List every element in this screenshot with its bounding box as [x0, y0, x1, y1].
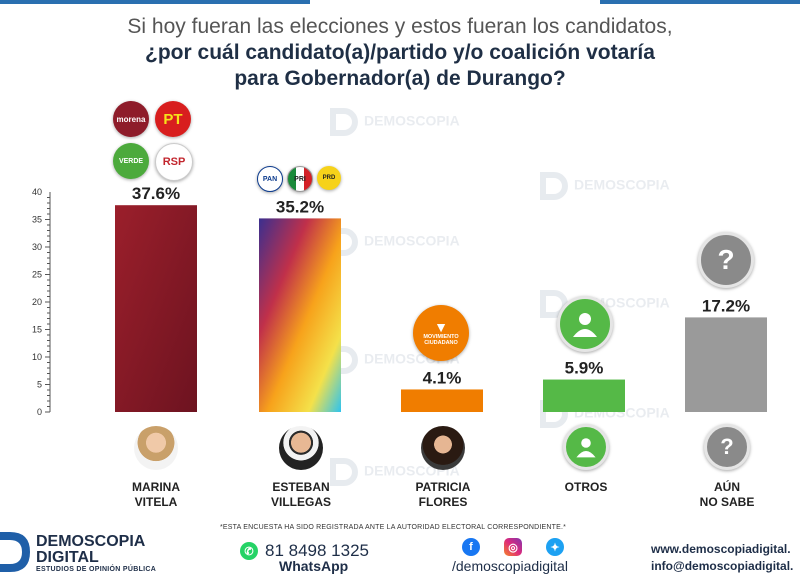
top-accent-bar-right	[600, 0, 800, 4]
top-accent-bar-left	[0, 0, 310, 4]
bar-1	[259, 218, 341, 412]
prd-logo-icon: PRD	[317, 166, 341, 190]
chart-title: Si hoy fueran las elecciones y estos fue…	[40, 14, 760, 92]
pri-logo-icon: PRI	[287, 166, 313, 192]
title-line-3: para Gobernador(a) de Durango?	[234, 67, 566, 90]
user-silhouette-icon	[576, 438, 596, 458]
candidate-name: OTROS	[526, 480, 646, 495]
candidate-name-line2: VILLEGAS	[270, 495, 331, 509]
mc-logo-line2: CIUDADANO	[424, 340, 458, 346]
morena-logo-icon: morena	[113, 101, 149, 137]
y-tick-label: 0	[37, 407, 42, 417]
instagram-icon[interactable]: ◎	[504, 538, 522, 556]
watermark-text: DEMOSCOPIA	[364, 112, 460, 129]
bar-value-label: 4.1%	[423, 368, 462, 387]
question-icon: ?	[704, 424, 750, 470]
question-icon: ?	[698, 232, 754, 288]
y-tick-label: 15	[32, 325, 42, 335]
watermark-d-icon	[540, 172, 568, 200]
candidate-name: ESTEBAN VILLEGAS	[241, 480, 361, 510]
whatsapp-label: WhatsApp	[279, 558, 349, 574]
y-tick-label: 5	[37, 380, 42, 390]
candidate-name-line2: FLORES	[418, 495, 468, 509]
footer-brand-line1: DEMOSCOPIA	[36, 533, 146, 550]
candidate-name: AÚN NO SABE	[667, 480, 787, 510]
bar-3	[543, 379, 625, 412]
bar-value-label: 17.2%	[702, 296, 750, 315]
candidate-name-line2: VITELA	[134, 495, 178, 509]
candidate-photo-patricia-flores	[421, 426, 465, 470]
rsp-logo-label: RSP	[162, 156, 186, 168]
footer-brand-subtitle: ESTUDIOS DE OPINIÓN PÚBLICA	[36, 566, 157, 573]
candidate-name-line1: AÚN	[714, 480, 740, 494]
candidate-photo-marina-vitela	[134, 426, 178, 470]
watermark: DEMOSCOPIA	[540, 172, 670, 200]
footer-brand-line2: DIGITAL	[36, 549, 99, 566]
y-tick-label: 30	[32, 242, 42, 252]
y-tick-label: 10	[32, 352, 42, 362]
bar-value-label: 35.2%	[276, 197, 324, 216]
y-axis: 0 5 10 15 20 25 30 35 40	[32, 187, 51, 417]
candidate-photo-esteban-villegas	[279, 426, 323, 470]
brand-d-logo-icon	[0, 532, 30, 572]
candidate-name: MARINA VITELA	[96, 480, 216, 510]
bar-0	[115, 205, 197, 412]
candidate-name-line2: NO SABE	[699, 495, 755, 509]
disclaimer-text: *ESTA ENCUESTA HA SIDO REGISTRADA ANTE L…	[220, 524, 567, 531]
eagle-icon: ▼	[434, 319, 448, 335]
user-silhouette-icon	[573, 313, 597, 337]
candidate-name-line1: ESTEBAN	[272, 480, 330, 494]
facebook-icon[interactable]: f	[462, 538, 480, 556]
footer-brand: DEMOSCOPIA DIGITAL	[36, 534, 145, 566]
y-tick-label: 40	[32, 187, 42, 197]
phone-number[interactable]: 81 8498 1325	[265, 541, 369, 560]
candidate-name-line1: PATRICIA	[415, 480, 471, 494]
website-link[interactable]: www.demoscopiadigital.	[651, 542, 791, 556]
verde-logo-label: VERDE	[118, 157, 144, 165]
candidate-name-line1: MARINA	[132, 480, 180, 494]
prd-logo-label: PRD	[322, 175, 336, 181]
mc-logo-line1: MOVIMIENTO	[423, 334, 459, 340]
bar-value-label: 5.9%	[565, 359, 604, 378]
pan-logo-icon: PAN	[257, 166, 283, 192]
pt-logo-icon: PT	[155, 101, 191, 137]
bar-2	[401, 389, 483, 412]
y-tick-label: 35	[32, 215, 42, 225]
verde-logo-icon: VERDE	[113, 143, 149, 179]
bar-4	[685, 317, 767, 412]
candidate-name: PATRICIA FLORES	[383, 480, 503, 510]
morena-logo-label: morena	[116, 114, 146, 124]
title-line-1: Si hoy fueran las elecciones y estos fue…	[127, 15, 673, 38]
title-line-2: ¿por cuál candidato(a)/partido y/o coali…	[145, 41, 655, 64]
y-tick-label: 25	[32, 270, 42, 280]
movimiento-ciudadano-logo-icon: ▼ MOVIMIENTO CIUDADANO	[413, 305, 469, 361]
user-icon	[563, 424, 609, 470]
watermark-text: DEMOSCOPIA	[364, 232, 460, 249]
watermark: DEMOSCOPIA	[330, 108, 460, 136]
whatsapp-icon[interactable]: ✆	[240, 542, 258, 560]
watermark-d-icon	[330, 108, 358, 136]
pt-logo-label: PT	[163, 110, 183, 128]
bar-value-label: 37.6%	[132, 184, 180, 203]
email-link[interactable]: info@demoscopiadigital.	[651, 559, 794, 573]
pri-logo-label: PRI	[294, 175, 306, 183]
candidate-name-line1: OTROS	[564, 480, 608, 494]
watermark-d-icon	[330, 458, 358, 486]
social-handle[interactable]: /demoscopiadigital	[452, 558, 568, 574]
twitter-icon[interactable]: ✦	[546, 538, 564, 556]
pan-logo-label: PAN	[262, 175, 278, 183]
y-tick-label: 20	[32, 297, 42, 307]
rsp-logo-icon: RSP	[155, 143, 193, 181]
bars-group: 37.6% 35.2% 4.1% 5.9% 17.2%	[115, 184, 767, 412]
watermark-text: DEMOSCOPIA	[574, 176, 670, 193]
user-icon	[557, 296, 613, 352]
